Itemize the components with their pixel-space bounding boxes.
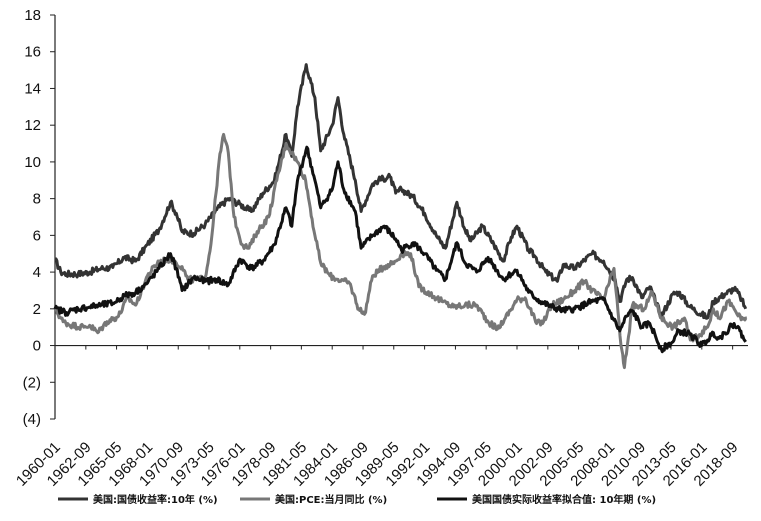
- y-tick-label: 6: [33, 227, 41, 244]
- y-tick-label: 16: [24, 44, 41, 61]
- x-axis: 1960-011962-091965-051968-011970-091973-…: [13, 344, 748, 490]
- legend-label-1: 美国:国债收益率:10年 (%): [93, 493, 218, 506]
- y-tick-label: (2): [23, 374, 41, 391]
- legend-label-3: 美国国债实际收益率拟合值: 10年期 (%): [472, 493, 656, 506]
- series-layer: [53, 63, 748, 370]
- y-tick-label: 14: [24, 80, 41, 97]
- y-tick-label: 10: [24, 154, 41, 171]
- y-tick-label: 12: [24, 117, 41, 134]
- y-tick-label: 2: [33, 301, 41, 318]
- y-tick-label: (4): [23, 411, 41, 428]
- y-tick-label: 4: [33, 264, 41, 281]
- series-line-3: [53, 145, 747, 354]
- y-tick-label: 8: [33, 191, 41, 208]
- y-axis: 18 16 14 12 10 8 6 4 2 0 (2) (4): [23, 7, 56, 428]
- y-tick-label: 18: [24, 7, 41, 24]
- series-line-1: [54, 63, 748, 320]
- series-line-2: [53, 132, 748, 370]
- legend-label-2: 美国:PCE:当月同比 (%): [275, 493, 387, 506]
- y-tick-label: 0: [33, 338, 41, 355]
- legend: 美国:国债收益率:10年 (%) 美国:PCE:当月同比 (%) 美国国债实际收益率…: [58, 493, 656, 506]
